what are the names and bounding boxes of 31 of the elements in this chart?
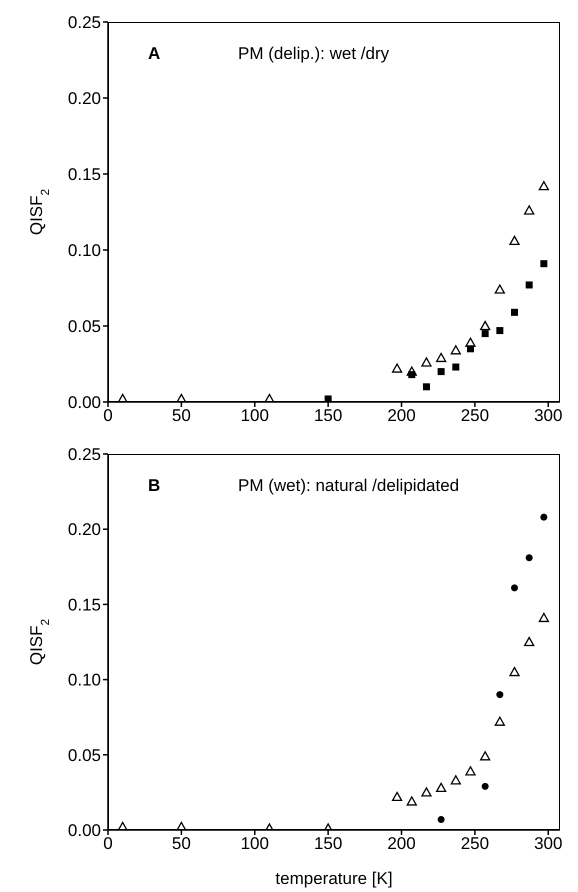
x-tick-label: 0: [103, 406, 113, 426]
x-tick-label: 300: [534, 834, 562, 854]
y-tick-label: 0.05: [68, 746, 101, 765]
x-tick-label: 250: [460, 406, 490, 426]
annotation: A: [148, 44, 160, 64]
y-tick-label: 0.00: [68, 821, 101, 840]
annotation: PM (delip.): wet /dry: [238, 44, 390, 64]
x-tick-label: 300: [534, 406, 562, 426]
y-tick-label: 0.05: [68, 317, 101, 336]
x-tick-label: 250: [460, 834, 490, 854]
y-tick-label: 0.10: [68, 241, 101, 260]
x-tick-label: 200: [387, 834, 416, 854]
y-tick-label: 0.15: [68, 165, 101, 184]
x-tick-label: 150: [314, 406, 342, 426]
x-tick-label: 200: [387, 406, 416, 426]
y-tick-label: 0.20: [68, 89, 101, 108]
x-tick-label: 50: [172, 406, 191, 426]
y-tick-label: 0.25: [68, 445, 101, 464]
y-tick-label: 0.20: [68, 520, 101, 540]
y-tick-label: 0.00: [68, 393, 101, 412]
x-tick-label: 50: [172, 834, 191, 854]
y-tick-label: 0.15: [68, 595, 101, 614]
y-tick-label: 0.25: [68, 13, 101, 32]
annotation: PM (wet): natural /delipidated: [238, 476, 460, 496]
x-tick-label: 150: [314, 834, 342, 854]
x-tick-label: 100: [240, 406, 269, 426]
x-tick-label: 100: [240, 834, 269, 854]
y-tick-label: 0.10: [68, 670, 101, 690]
annotation: B: [148, 476, 160, 496]
x-tick-label: 0: [103, 834, 113, 854]
x-axis-title: temperature [K]: [275, 869, 393, 888]
